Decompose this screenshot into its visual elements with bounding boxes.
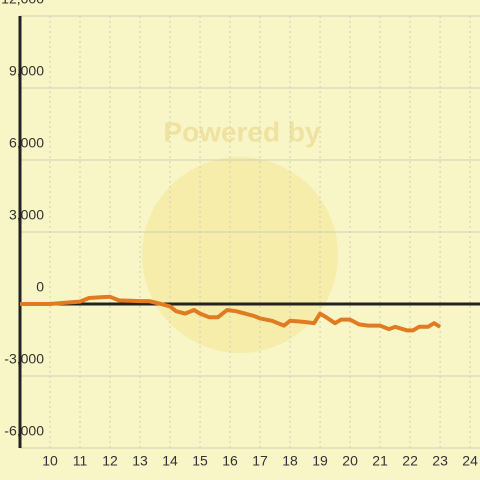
x-tick-label: 14 [162, 453, 178, 469]
x-tick-label: 23 [432, 453, 448, 469]
x-tick-label: 18 [282, 453, 298, 469]
y-tick-label: 3,000 [9, 207, 44, 223]
x-tick-label: 20 [342, 453, 358, 469]
x-tick-label: 22 [402, 453, 418, 469]
line [20, 294, 442, 333]
x-tick-label: 13 [132, 453, 148, 469]
y-tick-label: -6,000 [4, 423, 44, 439]
x-tick-label: 16 [222, 453, 238, 469]
x-tick-label: 24 [462, 453, 478, 469]
x-tick-label: 11 [73, 453, 88, 469]
x-tick-label: 12 [102, 453, 118, 469]
y-tick-label: 12,000 [1, 0, 44, 7]
x-tick-label: 10 [42, 453, 58, 469]
watermark: Powered by [163, 116, 321, 147]
x-tick-label: 17 [252, 453, 268, 469]
x-tick-label: 21 [372, 453, 388, 469]
y-tick-label: -3,000 [4, 351, 44, 367]
y-tick-label: 0 [36, 279, 44, 295]
y-tick-label: 9,000 [9, 63, 44, 79]
x-tick-label: 19 [312, 453, 328, 469]
x-tick-label: 15 [192, 453, 208, 469]
y-tick-label: 6,000 [9, 135, 44, 151]
